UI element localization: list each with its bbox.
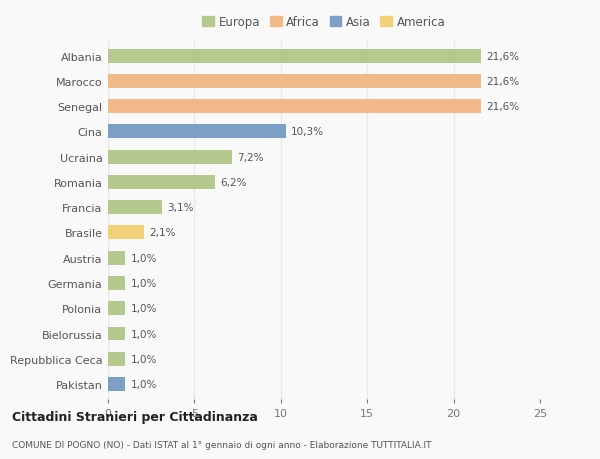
Text: 21,6%: 21,6% [487,51,520,62]
Bar [108,100,481,114]
Bar [108,302,125,315]
Bar [108,75,481,89]
Text: 1,0%: 1,0% [130,379,157,389]
Bar [108,125,286,139]
Text: COMUNE DI POGNO (NO) - Dati ISTAT al 1° gennaio di ogni anno - Elaborazione TUTT: COMUNE DI POGNO (NO) - Dati ISTAT al 1° … [12,441,431,449]
Bar [108,251,125,265]
Text: 1,0%: 1,0% [130,354,157,364]
Text: Cittadini Stranieri per Cittadinanza: Cittadini Stranieri per Cittadinanza [12,410,258,423]
Text: 1,0%: 1,0% [130,278,157,288]
Text: 7,2%: 7,2% [238,152,264,162]
Bar [108,377,125,391]
Bar [108,201,161,215]
Text: 1,0%: 1,0% [130,253,157,263]
Bar [108,226,144,240]
Bar [108,352,125,366]
Bar [108,327,125,341]
Text: 1,0%: 1,0% [130,329,157,339]
Text: 21,6%: 21,6% [487,102,520,112]
Text: 3,1%: 3,1% [167,203,193,213]
Bar [108,50,481,63]
Text: 10,3%: 10,3% [291,127,324,137]
Text: 6,2%: 6,2% [220,178,247,187]
Bar [108,151,232,164]
Text: 1,0%: 1,0% [130,303,157,313]
Bar [108,276,125,290]
Text: 21,6%: 21,6% [487,77,520,87]
Text: 2,1%: 2,1% [149,228,176,238]
Bar [108,175,215,190]
Legend: Europa, Africa, Asia, America: Europa, Africa, Asia, America [197,11,451,34]
